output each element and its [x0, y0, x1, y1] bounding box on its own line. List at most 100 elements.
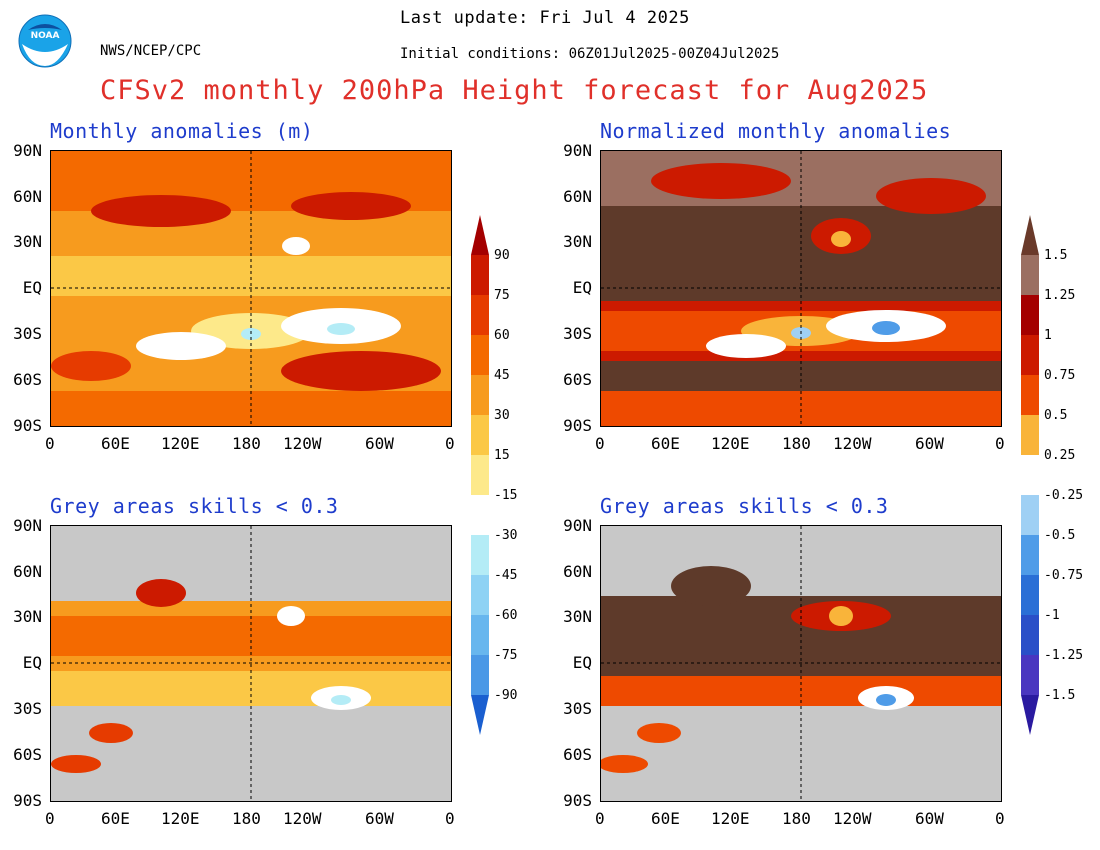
lon-label: 120E — [711, 809, 750, 828]
colorbar-label: 75 — [494, 288, 510, 303]
colorbar-label: -90 — [494, 688, 518, 703]
lat-label: 30S — [563, 324, 592, 343]
colorbar-label: -60 — [494, 608, 518, 623]
colorbar-right — [1018, 215, 1042, 735]
lon-label: 120E — [711, 434, 750, 453]
map-bottom-left — [50, 525, 452, 802]
lon-label: 60E — [651, 809, 680, 828]
lat-label: 30N — [563, 607, 592, 626]
lon-label: 60W — [915, 434, 944, 453]
lon-label: 0 — [445, 809, 455, 828]
lon-label: 60E — [651, 434, 680, 453]
lat-label: 90N — [13, 516, 42, 535]
org-label: NWS/NCEP/CPC — [100, 43, 202, 59]
lat-label: 30S — [13, 699, 42, 718]
lon-label: 120W — [283, 809, 322, 828]
colorbar-left-svg — [471, 215, 489, 735]
lon-label: 180 — [232, 809, 261, 828]
colorbar-label: -1 — [1044, 608, 1060, 623]
lon-label: 60E — [101, 809, 130, 828]
lat-label: EQ — [572, 653, 592, 672]
lat-label: 30S — [13, 324, 42, 343]
lat-label: 60N — [13, 187, 42, 206]
colorbar-label: 0.5 — [1044, 408, 1068, 423]
lon-label: 0 — [595, 809, 605, 828]
lon-label: 0 — [445, 434, 455, 453]
map-bottom-right — [600, 525, 1002, 802]
colorbar-label: -30 — [494, 528, 518, 543]
skill-masked-anomaly-map-svg — [51, 526, 451, 801]
map-top-right — [600, 150, 1002, 427]
lat-label: 90N — [563, 141, 592, 160]
colorbar-label: 30 — [494, 408, 510, 423]
lat-label: 90S — [13, 416, 42, 435]
lat-label: 30N — [13, 232, 42, 251]
lat-label: 30N — [13, 607, 42, 626]
lat-label: 90S — [563, 416, 592, 435]
colorbar-label: 60 — [494, 328, 510, 343]
colorbar-label: -0.5 — [1044, 528, 1076, 543]
lat-label: EQ — [572, 278, 592, 297]
lat-label: 90N — [13, 141, 42, 160]
colorbar-left — [468, 215, 492, 735]
colorbar-label: 1 — [1044, 328, 1052, 343]
lon-label: 60E — [101, 434, 130, 453]
lon-label: 60W — [365, 809, 394, 828]
colorbar-label: 15 — [494, 448, 510, 463]
colorbar-label: -1.25 — [1044, 648, 1084, 663]
colorbar-label: -45 — [494, 568, 518, 583]
panel-title-bottom-right: Grey areas skills < 0.3 — [600, 494, 889, 518]
lat-label: 90S — [13, 791, 42, 810]
lat-label: 60S — [563, 370, 592, 389]
map-top-left — [50, 150, 452, 427]
colorbar-label: -1.5 — [1044, 688, 1076, 703]
panel-title-top-left: Monthly anomalies (m) — [50, 119, 314, 143]
colorbar-label: -0.75 — [1044, 568, 1084, 583]
lon-label: 120W — [283, 434, 322, 453]
lat-label: 60S — [13, 370, 42, 389]
lon-label: 0 — [45, 434, 55, 453]
lon-label: 180 — [782, 809, 811, 828]
lon-label: 0 — [45, 809, 55, 828]
lon-label: 0 — [995, 809, 1005, 828]
noaa-logo: NOAA — [18, 14, 72, 68]
colorbar-label: 1.5 — [1044, 248, 1068, 263]
logo-text: NOAA — [31, 31, 60, 41]
lon-label: 120W — [833, 809, 872, 828]
colorbar-label: -75 — [494, 648, 518, 663]
lat-label: 90S — [563, 791, 592, 810]
last-update: Last update: Fri Jul 4 2025 — [400, 8, 690, 28]
lon-label: 180 — [782, 434, 811, 453]
lon-label: 0 — [995, 434, 1005, 453]
anomaly-map-svg — [51, 151, 451, 426]
skill-masked-normalized-map-svg — [601, 526, 1001, 801]
colorbar-label: -15 — [494, 488, 518, 503]
lat-label: EQ — [22, 653, 42, 672]
lon-label: 180 — [232, 434, 261, 453]
normalized-map-svg — [601, 151, 1001, 426]
colorbar-label: 90 — [494, 248, 510, 263]
lon-label: 120E — [161, 434, 200, 453]
lat-label: 60N — [563, 187, 592, 206]
colorbar-label: -0.25 — [1044, 488, 1084, 503]
lon-label: 60W — [365, 434, 394, 453]
lat-label: 60S — [13, 745, 42, 764]
lat-label: 30N — [563, 232, 592, 251]
lat-label: 30S — [563, 699, 592, 718]
colorbar-label: 1.25 — [1044, 288, 1076, 303]
lat-label: 60N — [13, 562, 42, 581]
colorbar-label: 45 — [494, 368, 510, 383]
lat-label: EQ — [22, 278, 42, 297]
panel-title-top-right: Normalized monthly anomalies — [600, 119, 952, 143]
panel-title-bottom-left: Grey areas skills < 0.3 — [50, 494, 339, 518]
colorbar-label: 0.25 — [1044, 448, 1076, 463]
colorbar-label: 0.75 — [1044, 368, 1076, 383]
lon-label: 60W — [915, 809, 944, 828]
lat-label: 60S — [563, 745, 592, 764]
colorbar-right-svg — [1021, 215, 1039, 735]
lat-label: 60N — [563, 562, 592, 581]
initial-conditions: Initial conditions: 06Z01Jul2025-00Z04Ju… — [400, 46, 780, 62]
lon-label: 0 — [595, 434, 605, 453]
lat-label: 90N — [563, 516, 592, 535]
lon-label: 120W — [833, 434, 872, 453]
